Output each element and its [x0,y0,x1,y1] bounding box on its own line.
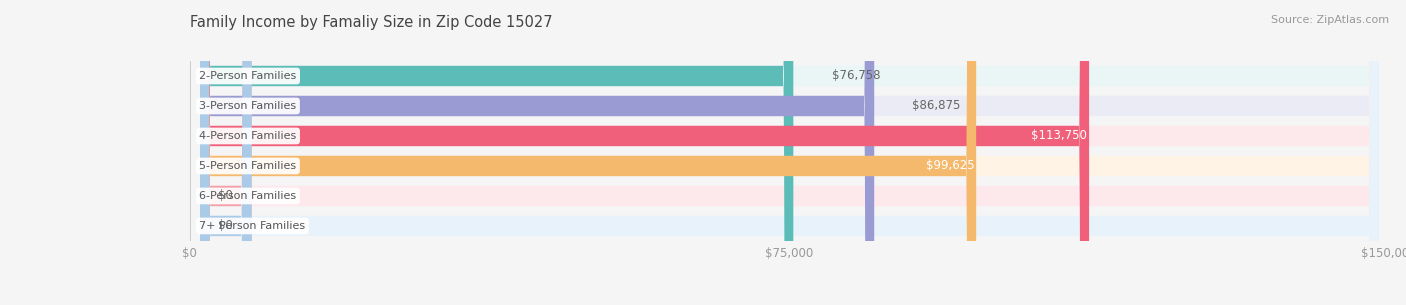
FancyBboxPatch shape [200,0,1379,305]
FancyBboxPatch shape [200,0,1379,305]
FancyBboxPatch shape [200,0,1379,305]
Text: $86,875: $86,875 [912,99,960,113]
Text: $113,750: $113,750 [1032,130,1087,142]
FancyBboxPatch shape [200,0,875,305]
Text: $0: $0 [218,189,232,203]
FancyBboxPatch shape [200,0,1090,305]
Text: 2-Person Families: 2-Person Families [200,71,297,81]
Text: 3-Person Families: 3-Person Families [200,101,297,111]
FancyBboxPatch shape [200,0,976,305]
Text: 6-Person Families: 6-Person Families [200,191,297,201]
Text: 5-Person Families: 5-Person Families [200,161,297,171]
FancyBboxPatch shape [200,0,1379,305]
FancyBboxPatch shape [200,0,252,305]
Text: Source: ZipAtlas.com: Source: ZipAtlas.com [1271,15,1389,25]
FancyBboxPatch shape [200,0,1379,305]
Text: 4-Person Families: 4-Person Families [200,131,297,141]
Text: $76,758: $76,758 [831,70,880,82]
Text: $0: $0 [218,220,232,232]
Text: $99,625: $99,625 [925,160,974,172]
Text: Family Income by Famaliy Size in Zip Code 15027: Family Income by Famaliy Size in Zip Cod… [190,15,553,30]
FancyBboxPatch shape [200,0,252,305]
FancyBboxPatch shape [200,0,793,305]
Text: 7+ Person Families: 7+ Person Families [200,221,305,231]
FancyBboxPatch shape [200,0,1379,305]
